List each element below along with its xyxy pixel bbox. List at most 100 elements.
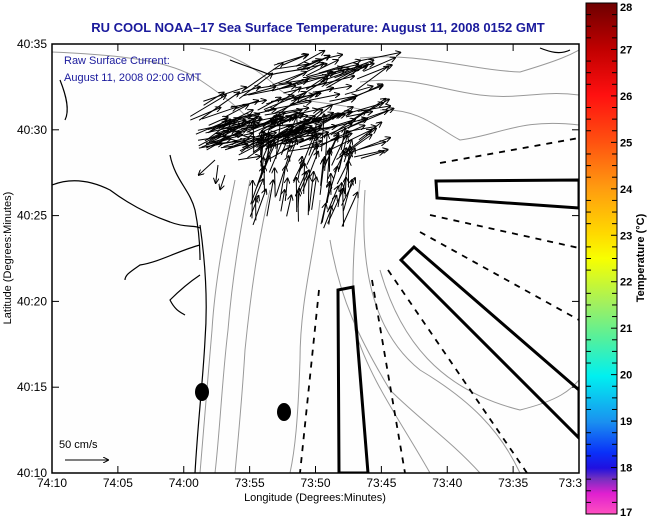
current-vector [219, 119, 254, 137]
current-vector [361, 52, 400, 62]
surface-current-vectors [190, 51, 400, 229]
current-vector [238, 74, 272, 100]
current-vector [346, 146, 350, 170]
x-tick-label: 74:05 [103, 476, 133, 490]
current-vector [338, 136, 347, 170]
current-vector [325, 118, 366, 130]
current-vector [280, 117, 296, 156]
current-vector [340, 86, 382, 102]
current-vector [286, 195, 292, 217]
current-vector [341, 193, 357, 227]
current-vector [275, 120, 281, 159]
current-vector [199, 159, 216, 175]
current-vector [299, 170, 309, 192]
colorbar-tick-label: 19 [620, 416, 632, 428]
current-vector [343, 189, 344, 227]
current-vector [331, 131, 348, 166]
current-vector [336, 64, 358, 70]
colorbar-tick-label: 23 [620, 230, 632, 242]
current-vector [286, 140, 297, 167]
current-vector [220, 174, 226, 189]
current-vector [316, 118, 317, 159]
current-vector [322, 114, 325, 152]
current-vector [333, 148, 346, 173]
current-vector [327, 151, 329, 183]
current-vector [328, 64, 374, 74]
current-vector [261, 158, 263, 178]
current-vector [278, 76, 328, 85]
current-vector [198, 134, 221, 147]
colorbar-tick-label: 26 [620, 91, 632, 103]
current-vector [272, 72, 306, 86]
current-vector [341, 178, 355, 206]
current-vector [320, 204, 326, 225]
colorbar-tick-label: 17 [620, 507, 632, 518]
current-vector [298, 189, 299, 208]
x-tick-label: 73:35 [498, 476, 528, 490]
current-vector [198, 92, 239, 121]
x-tick-label: 73:45 [366, 476, 396, 490]
current-vector [360, 151, 384, 159]
current-vector [315, 86, 350, 93]
current-vector [216, 164, 218, 183]
plot-area: Raw Surface Current: August 11, 2008 02:… [52, 44, 579, 473]
current-vector [311, 177, 317, 210]
current-vector [243, 117, 284, 130]
current-vector [237, 156, 260, 161]
current-vector [190, 108, 220, 121]
current-vector [282, 55, 306, 66]
current-vector [348, 103, 383, 114]
current-vector [208, 117, 228, 126]
current-vector [327, 134, 338, 156]
current-vector [210, 139, 230, 145]
current-vector [197, 120, 246, 131]
coastline [52, 47, 571, 473]
annotation-line-1: Raw Surface Current: [64, 55, 170, 67]
current-vector [268, 133, 269, 155]
current-vector [323, 196, 337, 229]
y-axis-label: Latitude (Degrees:Minutes) [2, 192, 14, 325]
x-tick-label: 73:55 [235, 476, 265, 490]
x-tick-label: 74:10 [37, 476, 67, 490]
current-vector [234, 101, 259, 110]
current-vector [241, 63, 283, 92]
y-tick-label: 40:20 [17, 294, 47, 308]
current-vector [263, 92, 306, 111]
current-vector [266, 180, 273, 217]
current-vector [326, 64, 368, 89]
current-vector [267, 87, 301, 113]
current-vector [211, 135, 242, 139]
current-vector [243, 87, 275, 97]
current-vector [329, 96, 356, 102]
current-vector [249, 196, 258, 217]
current-vector [253, 121, 254, 153]
colorbar-tick-label: 21 [620, 323, 632, 335]
current-vector [340, 129, 345, 151]
dashed-beam-lines [299, 137, 579, 473]
colorbar-ticks: 28 27 26 25 24 23 22 21 20 19 18 17 [586, 2, 633, 518]
current-vector [261, 137, 262, 172]
current-vector [336, 148, 355, 185]
scale-vector-label: 50 cm/s [59, 439, 98, 451]
current-vector [279, 166, 286, 202]
x-axis-label: Longitude (Degrees:Minutes) [244, 492, 386, 504]
colorbar-tick-label: 20 [620, 370, 632, 382]
current-vector [257, 128, 300, 149]
current-vector [238, 143, 262, 156]
current-vector [264, 141, 274, 165]
x-tick-label: 74:00 [169, 476, 199, 490]
colorbar-tick-label: 24 [620, 184, 633, 196]
current-vector [201, 107, 236, 120]
y-tick-label: 40:30 [17, 123, 47, 137]
current-vector [355, 66, 389, 91]
x-tick-label: 73:50 [300, 476, 330, 490]
current-vector [327, 182, 329, 203]
x-tick-label: 73:3 [559, 476, 583, 490]
figure-title: RU COOL NOAA–17 Sea Surface Temperature:… [91, 20, 545, 35]
station-dot-1 [195, 383, 209, 401]
y-tick-label: 40:25 [17, 209, 47, 223]
current-vector [190, 95, 226, 117]
current-vector [268, 146, 292, 160]
current-vector [268, 135, 285, 173]
